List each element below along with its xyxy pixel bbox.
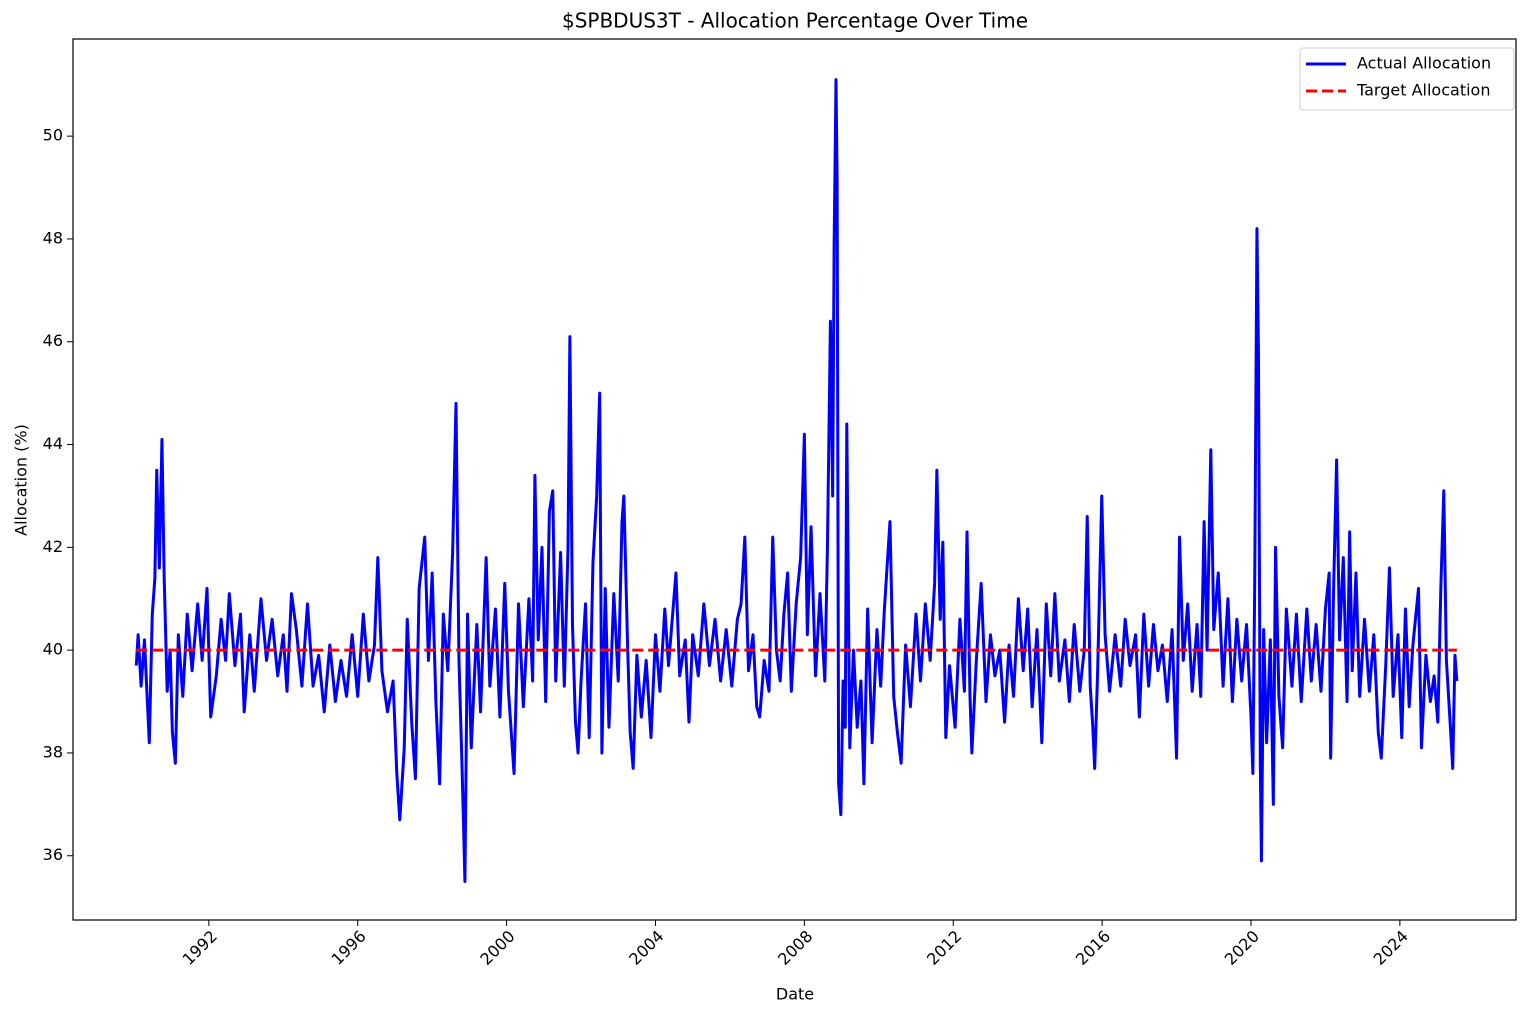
y-tick-label: 46 (43, 331, 63, 350)
y-tick-label: 48 (43, 228, 63, 247)
chart-title: $SPBDUS3T - Allocation Percentage Over T… (562, 9, 1028, 33)
legend-box (1299, 47, 1515, 111)
y-tick-label: 42 (43, 537, 63, 556)
y-tick-label: 40 (43, 640, 63, 659)
plot-frame (72, 38, 1517, 921)
y-tick-label: 36 (43, 845, 63, 864)
legend-label: Actual Allocation (1357, 54, 1491, 73)
series-line (134, 78, 1459, 883)
y-tick-label: 38 (43, 742, 63, 761)
y-tick-label: 44 (43, 434, 63, 453)
x-axis-label: Date (776, 985, 814, 1004)
legend-label: Target Allocation (1356, 81, 1490, 100)
y-tick-label: 50 (43, 126, 63, 145)
y-axis-label: Allocation (%) (12, 424, 31, 536)
